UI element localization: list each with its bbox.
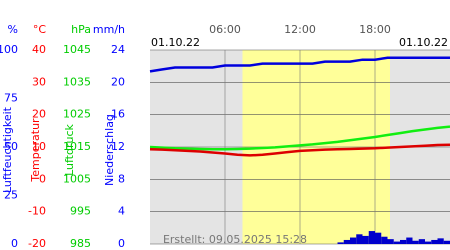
axis-unit: %: [8, 23, 18, 36]
series-line: [149, 56, 450, 73]
axis-unit: mm/h: [93, 23, 125, 36]
y-tick-label: 30: [32, 75, 46, 88]
y-tick-label: 25: [4, 189, 18, 202]
precipitation-bar: [375, 232, 382, 244]
y-tick-label: 0: [39, 172, 46, 185]
y-tick-label: 0: [11, 237, 18, 250]
axis-label: Luftfeuchtigkeit: [1, 106, 14, 193]
precipitation-bar: [425, 241, 432, 244]
y-tick-label: 1015: [63, 140, 91, 153]
precipitation-bar: [431, 239, 438, 244]
y-tick-label: -20: [28, 237, 46, 250]
y-tick-label: 24: [111, 43, 125, 56]
axis-label: Temperatur: [29, 118, 42, 183]
precipitation-bar: [343, 239, 350, 244]
precipitation-bar: [356, 234, 363, 244]
precipitation-bar: [406, 237, 413, 244]
x-tick-label: 18:00: [359, 23, 391, 36]
y-tick-label: 4: [118, 205, 125, 218]
axis-label: Niederschlag: [103, 114, 116, 186]
precipitation-bar: [393, 241, 400, 244]
date-right: 01.10.22: [399, 36, 448, 49]
axis-label: Luftdruck: [63, 123, 76, 175]
y-tick-label: 10: [32, 140, 46, 153]
y-tick-label: 995: [70, 205, 91, 218]
y-tick-label: 16: [111, 108, 125, 121]
y-tick-label: 1025: [63, 108, 91, 121]
axis-unit: hPa: [71, 23, 91, 36]
precipitation-bar: [437, 238, 444, 244]
precipitation-bar: [381, 236, 388, 244]
y-tick-label: 1035: [63, 75, 91, 88]
precipitation-bar: [368, 231, 375, 244]
y-tick-label: 75: [4, 92, 18, 105]
series-line: [149, 143, 450, 157]
y-tick-label: 12: [111, 140, 125, 153]
y-tick-label: 20: [111, 75, 125, 88]
y-tick-label: 985: [70, 237, 91, 250]
axis-unit: °C: [33, 23, 47, 36]
precipitation-bar: [350, 237, 357, 244]
y-tick-label: 20: [32, 108, 46, 121]
series-line: [149, 125, 450, 151]
precipitation-bar: [412, 240, 419, 244]
precipitation-bar: [443, 240, 450, 244]
y-tick-label: 1045: [63, 43, 91, 56]
precipitation-bar: [362, 235, 369, 244]
precipitation-bar: [400, 239, 407, 244]
y-tick-label: 1005: [63, 172, 91, 185]
precipitation-bar: [387, 239, 394, 244]
y-tick-label: -10: [28, 205, 46, 218]
date-left: 01.10.22: [151, 36, 200, 49]
precipitation-bar: [337, 242, 344, 244]
y-tick-label: 8: [118, 172, 125, 185]
y-tick-label: 100: [0, 43, 18, 56]
precipitation-bar: [418, 239, 425, 244]
footer: Erstellt: 09.05.2025 15:28: [163, 233, 307, 246]
y-tick-label: 0: [118, 237, 125, 250]
y-tick-label: 50: [4, 140, 18, 153]
x-tick-label: 12:00: [284, 23, 316, 36]
x-tick-label: 06:00: [209, 23, 241, 36]
y-tick-label: 40: [32, 43, 46, 56]
